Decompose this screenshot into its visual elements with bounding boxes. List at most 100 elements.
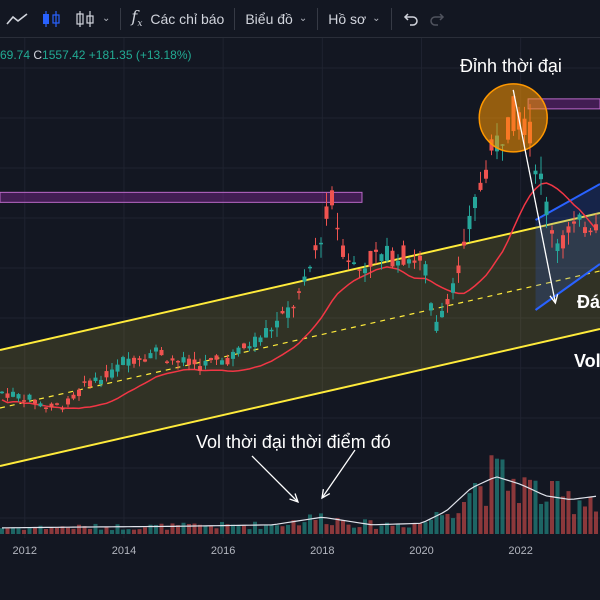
price-moving-average bbox=[1, 182, 597, 410]
volume-bar bbox=[77, 524, 81, 534]
profile-menu-button[interactable]: Hồ sơ ⌄ bbox=[322, 0, 386, 38]
volume-bar bbox=[143, 527, 147, 534]
candle-body bbox=[352, 262, 356, 264]
function-icon: fx bbox=[131, 7, 143, 30]
candle-body bbox=[390, 250, 395, 267]
time-axis-tick-label: 2020 bbox=[409, 545, 433, 557]
volume-bar bbox=[60, 526, 65, 534]
volume-bar bbox=[308, 514, 312, 534]
candle-body bbox=[539, 173, 543, 180]
indicators-button[interactable]: fx Các chỉ báo bbox=[125, 0, 230, 38]
annotation-arrows bbox=[251, 89, 559, 504]
candle-body bbox=[335, 227, 340, 230]
candle-body bbox=[154, 347, 158, 352]
bars-chart-type-button[interactable]: ⌄ bbox=[68, 0, 116, 38]
candle-body bbox=[192, 359, 197, 365]
candle-body bbox=[407, 259, 411, 264]
candle-body bbox=[165, 361, 169, 363]
toolbar-divider bbox=[317, 7, 319, 30]
volume-bar bbox=[506, 490, 510, 534]
volume-bar bbox=[220, 521, 224, 534]
candle-body bbox=[77, 389, 81, 397]
line-chart-type-button[interactable] bbox=[0, 0, 34, 38]
volume-bar bbox=[577, 500, 582, 534]
volume-bar bbox=[528, 479, 532, 534]
candle-body bbox=[203, 360, 208, 366]
undo-icon bbox=[403, 12, 418, 26]
ath-highlight-circle bbox=[478, 83, 548, 153]
candle-body bbox=[93, 377, 98, 381]
volume-bar bbox=[550, 480, 554, 534]
legend-partial-value: 69.74 bbox=[0, 48, 31, 62]
candle-body bbox=[308, 266, 312, 269]
volume-bar bbox=[423, 522, 428, 534]
candle-body bbox=[280, 310, 285, 314]
volume-bar bbox=[368, 520, 373, 534]
candle-body bbox=[418, 255, 422, 261]
candle-body bbox=[363, 268, 367, 274]
volume-bar bbox=[291, 520, 296, 534]
volume-bar bbox=[412, 523, 417, 534]
redo-icon bbox=[429, 12, 444, 26]
candle-body bbox=[561, 235, 565, 249]
ath-label: Đỉnh thời đại bbox=[460, 56, 562, 76]
volume-bar bbox=[313, 519, 318, 534]
volume-bar bbox=[544, 501, 549, 534]
volume-bar bbox=[165, 529, 169, 534]
volume-bar bbox=[407, 527, 411, 534]
candle-body bbox=[137, 358, 142, 360]
candle-body bbox=[423, 264, 428, 276]
indicators-label: Các chỉ báo bbox=[150, 10, 225, 27]
candle-body bbox=[176, 360, 180, 363]
chevron-down-icon: ⌄ bbox=[102, 13, 111, 24]
candle-body bbox=[110, 369, 114, 378]
chevron-down-icon: ⌄ bbox=[372, 13, 381, 24]
candle-body bbox=[121, 357, 125, 365]
volume-bar bbox=[533, 480, 538, 534]
volume-bar bbox=[33, 527, 37, 534]
candle-body bbox=[330, 190, 334, 206]
volume-bar bbox=[82, 526, 87, 534]
yellow-channel-median bbox=[0, 270, 600, 409]
candle-body bbox=[451, 283, 455, 293]
candle-body bbox=[440, 310, 444, 318]
volume-bar bbox=[170, 523, 175, 534]
volume-bar bbox=[429, 519, 433, 534]
candle-body bbox=[49, 403, 54, 408]
volume-bar bbox=[192, 523, 197, 534]
volume-bar bbox=[253, 521, 257, 534]
candle-body bbox=[572, 221, 576, 224]
volume-bar bbox=[511, 478, 516, 534]
top-toolbar: ⌄ fx Các chỉ báo Biểu đồ ⌄ Hồ sơ ⌄ bbox=[0, 0, 600, 38]
volume-bar bbox=[302, 522, 307, 534]
volume-bar bbox=[495, 458, 499, 534]
candle-body bbox=[66, 398, 70, 405]
candle-body bbox=[275, 320, 279, 328]
volume-bar bbox=[385, 522, 389, 534]
chart-menu-button[interactable]: Biểu đồ ⌄ bbox=[239, 0, 313, 38]
grid-lines bbox=[0, 38, 600, 538]
candle-body bbox=[82, 381, 87, 383]
volume-bar bbox=[11, 527, 15, 534]
volume-bar bbox=[242, 525, 246, 534]
redo-button[interactable] bbox=[424, 0, 452, 38]
candles-chart-type-button[interactable] bbox=[34, 0, 68, 38]
volume-bar bbox=[88, 528, 92, 534]
volume-bar bbox=[49, 527, 54, 534]
volume-bar bbox=[467, 493, 472, 534]
candle-body bbox=[379, 254, 384, 262]
candle-body bbox=[148, 353, 153, 359]
candle-body bbox=[313, 245, 318, 251]
volume-bar bbox=[27, 527, 32, 534]
volume-bar bbox=[99, 529, 103, 534]
undo-button[interactable] bbox=[396, 0, 424, 38]
time-axis-tick-label: 2016 bbox=[211, 545, 235, 557]
volume-bar bbox=[55, 527, 59, 534]
candle-body bbox=[484, 169, 488, 179]
yellow-channel-fill bbox=[0, 213, 600, 466]
bottom-partial-label: Đá bbox=[577, 292, 600, 312]
candle-body bbox=[27, 394, 32, 400]
volume-bar bbox=[357, 527, 362, 534]
price-chart[interactable]: 2012 2014 2016 2018 2020 2022 Đỉnh thời đại V… bbox=[0, 38, 600, 600]
candle-body bbox=[170, 358, 175, 361]
